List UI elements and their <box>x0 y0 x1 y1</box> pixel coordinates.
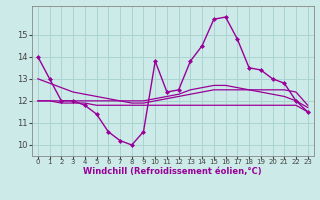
X-axis label: Windchill (Refroidissement éolien,°C): Windchill (Refroidissement éolien,°C) <box>84 167 262 176</box>
